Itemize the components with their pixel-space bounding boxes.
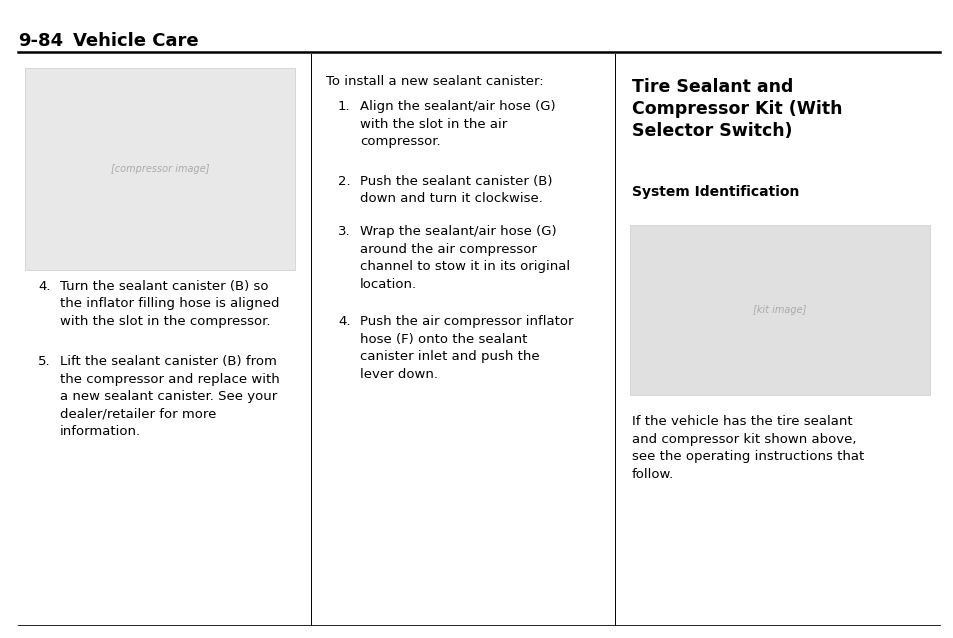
Text: 2.: 2. [337, 175, 351, 188]
Bar [25, 68, 294, 270]
Text: System Identification: System Identification [631, 185, 799, 199]
Text: 4.: 4. [337, 315, 350, 328]
Text: Turn the sealant canister (B) so
the inflator filling hose is aligned
with the s: Turn the sealant canister (B) so the inf… [60, 280, 279, 328]
Text: Align the sealant/air hose (G)
with the slot in the air
compressor.: Align the sealant/air hose (G) with the … [359, 100, 555, 148]
Text: 1.: 1. [337, 100, 351, 113]
Text: Wrap the sealant/air hose (G)
around the air compressor
channel to stow it in it: Wrap the sealant/air hose (G) around the… [359, 225, 570, 290]
Text: 9-84: 9-84 [18, 32, 63, 50]
Text: Lift the sealant canister (B) from
the compressor and replace with
a new sealant: Lift the sealant canister (B) from the c… [60, 355, 279, 438]
Text: Push the sealant canister (B)
down and turn it clockwise.: Push the sealant canister (B) down and t… [359, 175, 552, 205]
Text: Push the air compressor inflator
hose (F) onto the sealant
canister inlet and pu: Push the air compressor inflator hose (F… [359, 315, 573, 380]
Text: 4.: 4. [38, 280, 51, 293]
Text: Tire Sealant and
Compressor Kit (With
Selector Switch): Tire Sealant and Compressor Kit (With Se… [631, 78, 841, 140]
Text: If the vehicle has the tire sealant
and compressor kit shown above,
see the oper: If the vehicle has the tire sealant and … [631, 415, 863, 480]
Bar [629, 225, 929, 395]
Text: To install a new sealant canister:: To install a new sealant canister: [326, 75, 543, 88]
Text: 3.: 3. [337, 225, 351, 238]
Text: [kit image]: [kit image] [753, 305, 806, 315]
Text: [compressor image]: [compressor image] [111, 164, 209, 174]
Text: Vehicle Care: Vehicle Care [73, 32, 198, 50]
Text: 5.: 5. [38, 355, 51, 368]
